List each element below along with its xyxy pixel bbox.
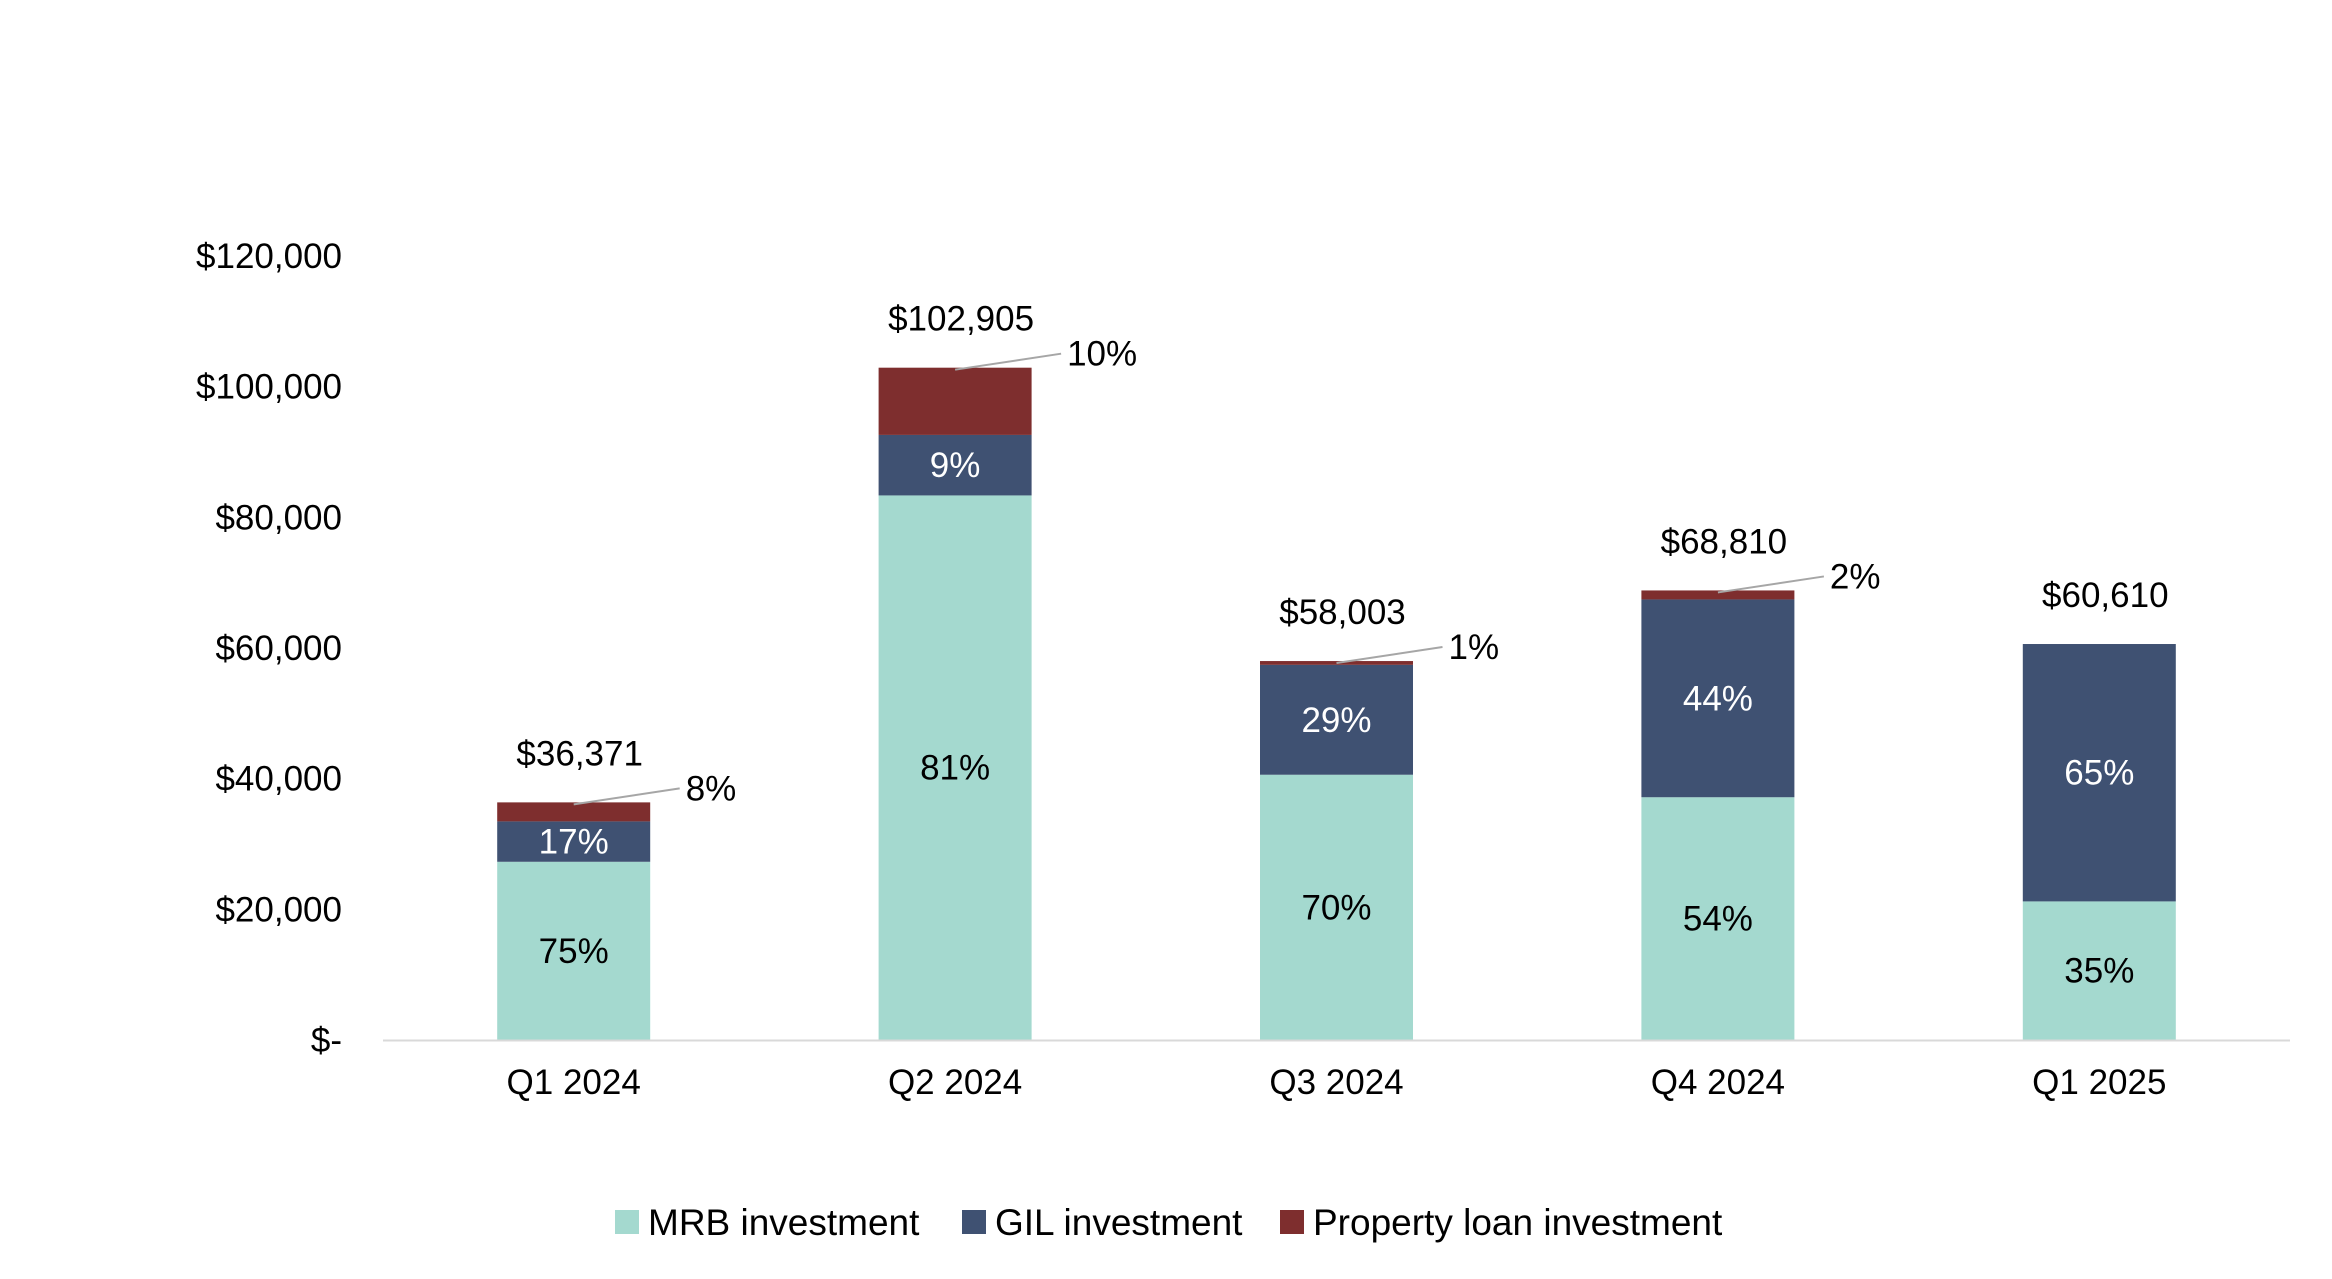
leader-line — [1717, 575, 1825, 594]
bar-segment-property-loan-investment — [878, 367, 1032, 435]
segment-data-label: 29% — [1301, 701, 1371, 740]
segment-data-label: 8% — [686, 769, 737, 808]
segment-data-label: 65% — [2064, 754, 2134, 793]
bar-segment-gil-investment — [497, 821, 651, 862]
bar-total-label: $58,003 — [1279, 593, 1406, 632]
x-tick-label: Q4 2024 — [1651, 1063, 1785, 1102]
legend-swatch — [962, 1210, 986, 1234]
segment-data-label: 70% — [1301, 888, 1371, 927]
bar-segment-mrb-investment — [497, 861, 651, 1040]
y-tick-label: $60,000 — [215, 629, 342, 668]
segment-data-label: 44% — [1683, 679, 1753, 718]
segment-data-label: 10% — [1067, 335, 1137, 374]
bar-total-label: $102,905 — [888, 300, 1034, 339]
leader-line — [954, 352, 1062, 371]
segment-data-label: 75% — [539, 932, 609, 971]
segment-data-label: 1% — [1449, 628, 1500, 667]
y-tick-label: $80,000 — [215, 498, 342, 537]
legend: MRB investment GIL investment Property loa… — [615, 1202, 1723, 1243]
y-tick-label: $40,000 — [215, 760, 342, 799]
y-tick-label: $120,000 — [196, 237, 342, 276]
x-tick-label: Q2 2024 — [888, 1063, 1022, 1102]
bar-segment-mrb-investment — [1641, 797, 1795, 1040]
bar-segment-mrb-investment — [878, 495, 1032, 1040]
leader-line — [1336, 646, 1443, 665]
x-axis: Q1 2024 Q2 2024 Q3 2024 Q4 2024 Q1 2025 — [383, 1039, 2290, 1102]
y-tick-label: $- — [311, 1021, 342, 1060]
bar-total-label: $36,371 — [516, 734, 643, 773]
legend-swatch — [1280, 1210, 1304, 1234]
bar-total-label: $60,610 — [2042, 576, 2169, 615]
y-tick-label: $100,000 — [196, 368, 342, 407]
legend-label: GIL investment — [995, 1202, 1243, 1243]
legend-label: MRB investment — [648, 1202, 920, 1243]
segment-data-label: 2% — [1830, 557, 1881, 596]
bars-group: 75% 17% 8% $36,371 81% 9% 10% $102,905 70% 29% 1% $… — [497, 300, 2176, 1040]
bar-segment-mrb-investment — [1260, 774, 1413, 1040]
y-tick-label: $20,000 — [215, 890, 342, 929]
legend-label: Property loan investment — [1313, 1202, 1723, 1243]
y-axis: $- $20,000 $40,000 $60,000 $80,000 $100,000 $1… — [196, 237, 342, 1060]
bar-segment-gil-investment — [1641, 599, 1795, 798]
legend-swatch — [615, 1210, 639, 1234]
segment-data-label: 54% — [1683, 900, 1753, 939]
x-tick-label: Q1 2024 — [507, 1063, 641, 1102]
bar-total-label: $68,810 — [1661, 522, 1788, 561]
leader-line — [573, 787, 680, 806]
bar-segment-gil-investment — [2022, 644, 2176, 902]
segment-data-label: 9% — [930, 446, 981, 485]
x-tick-label: Q1 2025 — [2032, 1063, 2166, 1102]
segment-data-label: 17% — [539, 823, 609, 862]
bar-segment-property-loan-investment — [1641, 590, 1795, 600]
bar-segment-mrb-investment — [2022, 901, 2176, 1040]
bar-segment-gil-investment — [1260, 664, 1413, 775]
x-tick-label: Q3 2024 — [1269, 1063, 1403, 1102]
bar-segment-gil-investment — [878, 434, 1032, 496]
segment-data-label: 81% — [920, 749, 990, 788]
segment-data-label: 35% — [2064, 952, 2134, 991]
bar-segment-property-loan-investment — [497, 802, 651, 822]
